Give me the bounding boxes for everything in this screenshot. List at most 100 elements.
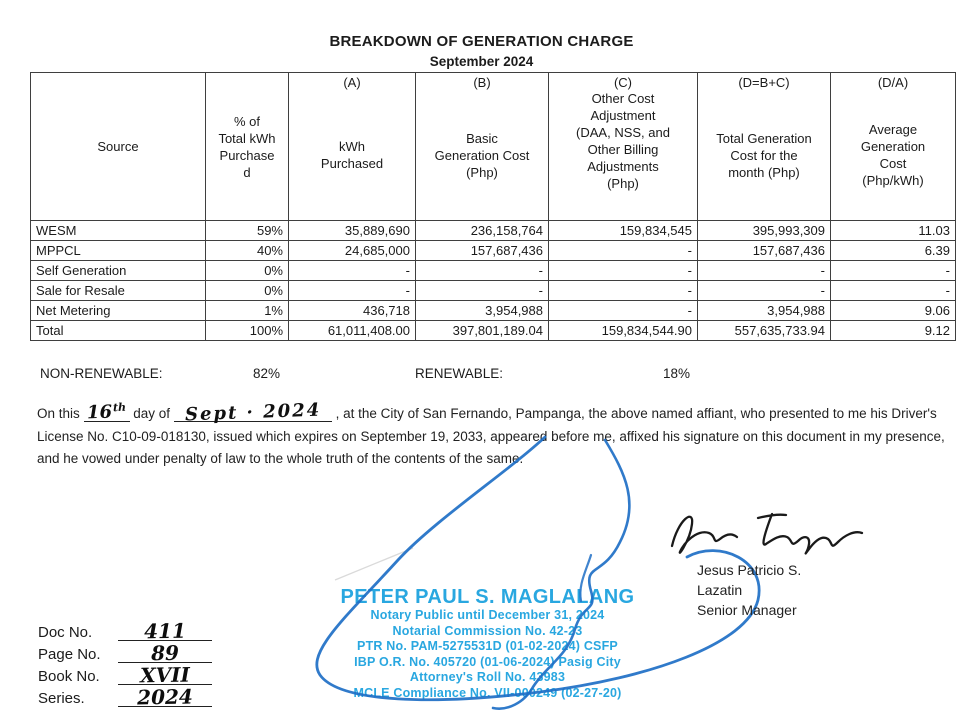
notary-stamp: PETER PAUL S. MAGLALANG Notary Public un… — [245, 586, 730, 702]
row-basic: 157,687,436 — [415, 240, 549, 261]
row-source: Self Generation — [30, 260, 206, 281]
series-label: Series. — [38, 690, 85, 707]
row-basic: - — [415, 280, 549, 301]
renewable-label: RENEWABLE: — [415, 366, 504, 381]
registry-row-book: Book No. XVII — [38, 662, 212, 688]
page-no-label: Page No. — [38, 646, 101, 663]
signer-name-line1: Jesus Patricio S. — [697, 562, 802, 578]
notarial-registry: Doc No. 411 Page No. 89 Book No. XVII Se… — [38, 618, 212, 710]
row-kwh: - — [288, 260, 416, 281]
book-no-value: XVII — [139, 662, 191, 688]
doc-no-field: 411 — [118, 618, 212, 644]
row-kwh: 61,011,408.00 — [288, 320, 416, 341]
page-no-field: 89 — [118, 640, 212, 666]
paragraph-text-2: day of — [129, 406, 174, 421]
row-avg: 11.03 — [830, 220, 956, 241]
row-pct: 40% — [205, 240, 289, 261]
notary-commission-line: Notary Public until December 31, 2024 — [370, 608, 605, 622]
row-source: Net Metering — [30, 300, 206, 321]
page-subtitle: September 2024 — [429, 54, 534, 69]
row-pct: 0% — [205, 280, 289, 301]
row-other: 159,834,545 — [548, 220, 698, 241]
book-no-label: Book No. — [38, 668, 100, 685]
page-title: BREAKDOWN OF GENERATION CHARGE — [329, 33, 634, 50]
handwritten-date-field: Sept · 2024 — [173, 399, 332, 426]
row-basic: - — [415, 260, 549, 281]
row-total: 395,993,309 — [697, 220, 831, 241]
col-header-pct: % of Total kWh Purchase d — [205, 72, 289, 221]
row-source: WESM — [30, 220, 206, 241]
row-kwh: - — [288, 280, 416, 301]
notary-name: PETER PAUL S. MAGLALANG — [340, 586, 635, 608]
notary-commission-no: Notarial Commission No. 42-23 — [392, 623, 583, 638]
signer-name-line2: Lazatin — [697, 582, 743, 598]
page-no-value: 89 — [150, 640, 180, 666]
handwritten-day-suffix: th — [112, 400, 126, 415]
table-row-net-metering: Net Metering 1% 436,718 3,954,988 - 3,95… — [30, 300, 956, 321]
book-no-field: XVII — [118, 662, 212, 688]
handwritten-day: 16 — [87, 401, 113, 424]
col-header-avg-cost: (D/A) Average Generation Cost (Php/kWh) — [830, 72, 956, 221]
col-header-basic-cost: (B) Basic Generation Cost (Php) — [415, 72, 549, 221]
row-avg: - — [830, 260, 956, 281]
table-header-row: Source % of Total kWh Purchase d (A) kWh … — [30, 72, 956, 221]
generation-charge-table: Source % of Total kWh Purchase d (A) kWh … — [30, 72, 956, 341]
handwritten-day-field: 16th — [83, 400, 130, 424]
registry-row-page: Page No. 89 — [38, 640, 212, 666]
row-pct: 59% — [205, 220, 289, 241]
table-row-self-generation: Self Generation 0% - - - - - — [30, 260, 956, 281]
row-avg: 6.39 — [830, 240, 956, 261]
col-header-kwh: (A) kWh Purchased — [288, 72, 416, 221]
row-other: 159,834,544.90 — [548, 320, 698, 341]
registry-row-series: Series. 2024 — [38, 684, 212, 710]
table-row-total: Total 100% 61,011,408.00 397,801,189.04 … — [30, 320, 956, 341]
col-header-other-cost: (C) Other Cost Adjustment (DAA, NSS, and … — [548, 72, 698, 221]
nonrenewable-value: 82% — [253, 366, 281, 381]
handwritten-date: Sept · 2024 — [184, 399, 322, 426]
registry-row-doc: Doc No. 411 — [38, 618, 212, 644]
row-pct: 0% — [205, 260, 289, 281]
row-source: MPPCL — [30, 240, 206, 261]
row-total: 3,954,988 — [697, 300, 831, 321]
table-row-wesm: WESM 59% 35,889,690 236,158,764 159,834,… — [30, 220, 956, 241]
row-other: - — [548, 260, 698, 281]
document-header: BREAKDOWN OF GENERATION CHARGE September… — [0, 33, 963, 69]
row-basic: 3,954,988 — [415, 300, 549, 321]
row-kwh: 35,889,690 — [288, 220, 416, 241]
nonrenewable-label: NON-RENEWABLE: — [40, 366, 163, 381]
doc-no-value: 411 — [143, 618, 187, 644]
table-row-sale-for-resale: Sale for Resale 0% - - - - - — [30, 280, 956, 301]
series-value: 2024 — [136, 684, 194, 710]
row-kwh: 24,685,000 — [288, 240, 416, 261]
row-other: - — [548, 300, 698, 321]
paragraph-text-1: On this — [37, 406, 84, 421]
renewable-value: 18% — [663, 366, 691, 381]
doc-no-label: Doc No. — [38, 624, 93, 641]
notary-roll-no: Attorney's Roll No. 43983 — [409, 670, 566, 685]
col-header-source: Source — [30, 72, 206, 221]
row-total: 557,635,733.94 — [697, 320, 831, 341]
series-field: 2024 — [118, 684, 212, 710]
row-pct: 1% — [205, 300, 289, 321]
row-pct: 100% — [205, 320, 289, 341]
row-total: 157,687,436 — [697, 240, 831, 261]
table-row-mppcl: MPPCL 40% 24,685,000 157,687,436 - 157,6… — [30, 240, 956, 261]
row-total: - — [697, 260, 831, 281]
col-header-total-cost: (D=B+C) Total Generation Cost for the mon… — [697, 72, 831, 221]
row-source: Total — [30, 320, 206, 341]
row-source: Sale for Resale — [30, 280, 206, 301]
row-other: - — [548, 280, 698, 301]
row-other: - — [548, 240, 698, 261]
signer-title: Senior Manager — [697, 602, 797, 618]
signer-signature — [670, 512, 864, 555]
row-avg: 9.06 — [830, 300, 956, 321]
notarial-paragraph: On this 16th day of Sept · 2024 , at the… — [37, 399, 955, 471]
row-total: - — [697, 280, 831, 301]
row-basic: 397,801,189.04 — [415, 320, 549, 341]
row-kwh: 436,718 — [288, 300, 416, 321]
row-basic: 236,158,764 — [415, 220, 549, 241]
notary-mcle-no: MCLE Compliance No. VII-000249 (02-27-20… — [353, 685, 622, 700]
signer-block: Jesus Patricio S. Lazatin Senior Manager — [697, 560, 801, 620]
energy-mix-line: NON-RENEWABLE: 82% RENEWABLE: 18% — [0, 366, 963, 384]
